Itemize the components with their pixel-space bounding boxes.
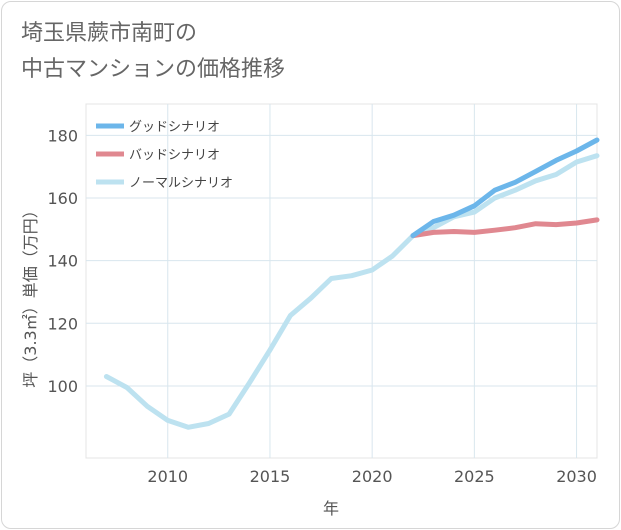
legend-label: バッドシナリオ (129, 148, 220, 163)
x-tick-label: 2015 (250, 467, 291, 486)
x-tick-label: 2030 (556, 467, 597, 486)
y-tick-label: 160 (47, 189, 78, 208)
y-tick-label: 180 (47, 126, 78, 145)
x-tick-label: 2020 (352, 467, 393, 486)
y-tick-label: 100 (47, 377, 78, 396)
y-tick-label: 140 (47, 252, 78, 271)
y-tick-label: 120 (47, 314, 78, 333)
y-axis-ticks: 100 120 140 160 180 (47, 126, 78, 396)
x-axis-ticks: 2010 2015 2020 2025 2030 (147, 467, 597, 486)
chart-title: 埼玉県蕨市南町の 中古マンションの価格推移 (21, 16, 285, 88)
plot-frame (85, 103, 598, 459)
series-line-2 (103, 153, 600, 430)
legend-item-2[interactable]: ノーマルシナリオ (96, 176, 233, 191)
legend-label: グッドシナリオ (129, 120, 220, 135)
x-tick-label: 2010 (147, 467, 188, 486)
chart-title-line-2: 中古マンションの価格推移 (21, 57, 286, 82)
series-lines (103, 137, 600, 430)
x-tick-label: 2025 (454, 467, 495, 486)
x-axis-title: 年 (323, 499, 339, 518)
series-line-1 (410, 217, 600, 239)
grid (85, 103, 598, 459)
chart-title-line-1: 埼玉県蕨市南町の (21, 21, 198, 46)
legend-label: ノーマルシナリオ (129, 176, 233, 191)
series-line-0 (410, 137, 600, 239)
y-axis-title: 坪（3.3㎡）単価（万円） (21, 202, 40, 387)
legend-item-1[interactable]: バッドシナリオ (96, 148, 220, 163)
legend-item-0[interactable]: グッドシナリオ (96, 120, 220, 135)
